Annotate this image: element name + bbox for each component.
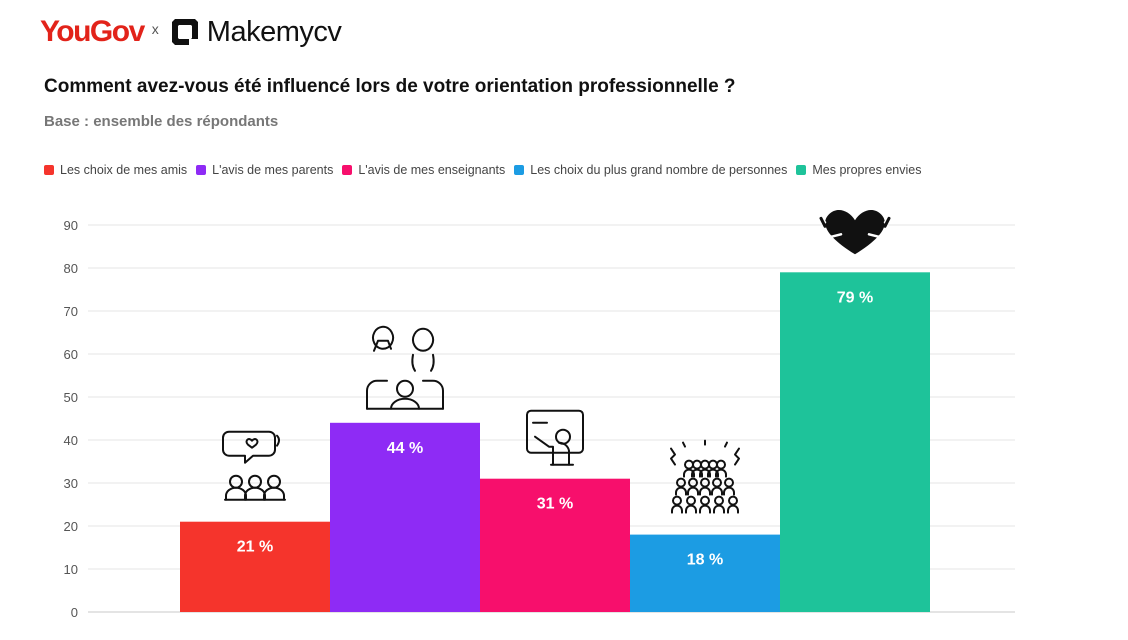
parents-family-icon <box>366 325 444 410</box>
y-tick-label: 50 <box>64 390 78 405</box>
y-tick-label: 30 <box>64 476 78 491</box>
data-label: 21 % <box>237 539 273 556</box>
legend-label: L'avis de mes enseignants <box>358 163 506 177</box>
data-label: 31 % <box>537 496 573 513</box>
teacher-board-icon <box>526 409 584 466</box>
legend-swatch <box>44 165 54 175</box>
chart-legend: Les choix de mes amis L'avis de mes paren… <box>44 163 930 177</box>
legend-label: Mes propres envies <box>812 163 922 177</box>
y-tick-label: 10 <box>64 562 78 577</box>
y-tick-label: 90 <box>64 218 78 233</box>
yougov-logo: YouGov <box>40 15 145 48</box>
crowd-icon <box>670 439 740 514</box>
y-tick-label: 20 <box>64 519 78 534</box>
logo-separator: x <box>151 21 159 37</box>
legend-label: Les choix du plus grand nombre de person… <box>530 163 788 177</box>
header-logos: YouGov x Makemycv <box>40 12 342 52</box>
makemycv-logo-icon <box>171 19 198 45</box>
legend-swatch <box>514 165 525 175</box>
y-tick-label: 80 <box>64 261 78 276</box>
legend-item: Les choix du plus grand nombre de person… <box>514 163 787 177</box>
legend-swatch <box>196 165 207 175</box>
data-label: 44 % <box>387 440 423 457</box>
bar <box>630 534 780 612</box>
y-tick-label: 70 <box>64 304 78 319</box>
bar <box>330 422 480 612</box>
legend-swatch <box>342 165 353 175</box>
legend-swatch <box>796 165 807 175</box>
legend-item: L'avis de mes parents <box>196 163 333 177</box>
data-label: 18 % <box>687 552 723 569</box>
y-tick-label: 60 <box>64 347 78 362</box>
heart-hug-icon <box>819 210 891 255</box>
makemycv-logo: Makemycv <box>206 15 342 48</box>
legend-item: L'avis de mes enseignants <box>342 163 505 177</box>
legend-item: Mes propres envies <box>796 163 921 177</box>
y-tick-label: 0 <box>71 605 78 620</box>
chart-subtitle: Base : ensemble des répondants <box>44 113 279 130</box>
friends-chat-icon <box>222 430 286 501</box>
chart-title: Comment avez-vous été influencé lors de … <box>44 76 736 97</box>
legend-item: Les choix de mes amis <box>44 163 187 177</box>
legend-label: Les choix de mes amis <box>60 163 188 177</box>
bar <box>780 272 930 612</box>
y-tick-label: 40 <box>64 433 78 448</box>
legend-label: L'avis de mes parents <box>212 163 334 177</box>
bar <box>180 521 330 612</box>
bar <box>480 478 630 612</box>
data-label: 79 % <box>837 289 873 306</box>
